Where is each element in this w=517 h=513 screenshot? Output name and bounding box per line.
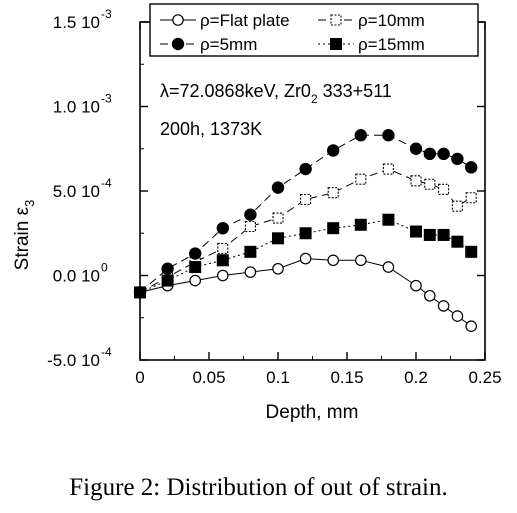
data-point [272, 262, 284, 275]
x-tick-label: 0.15 [330, 368, 363, 387]
data-point [451, 235, 464, 248]
legend: ρ=Flat plate ρ=10mm ρ=5mm ρ=15mm [149, 3, 479, 57]
data-point [409, 142, 423, 155]
legend-label: ρ=5mm [200, 35, 257, 54]
data-point [438, 183, 450, 195]
data-point [327, 144, 340, 157]
x-tick-label: 0.25 [468, 368, 501, 387]
data-point [451, 152, 464, 166]
data-point [134, 286, 146, 299]
y-tick-exponent: -4 [101, 345, 112, 359]
series-open-circle [134, 252, 477, 332]
legend-marker [171, 37, 185, 51]
y-tick-label: 1.5 10 [53, 13, 100, 32]
data-point [437, 300, 450, 312]
x-tick-label: 0.2 [404, 368, 428, 387]
data-point [327, 254, 339, 267]
data-point [423, 228, 436, 241]
y-tick-exponent: -3 [101, 7, 112, 21]
data-point [465, 192, 477, 204]
data-point [354, 129, 367, 142]
data-point [465, 161, 478, 174]
data-point [437, 147, 450, 161]
data-point [451, 200, 463, 212]
x-tick-label: 0.1 [266, 368, 290, 387]
data-point [217, 242, 229, 255]
data-point [244, 220, 256, 233]
data-point [272, 232, 284, 245]
y-tick-exponent: -3 [101, 92, 112, 106]
data-point [299, 162, 312, 176]
legend-entry: ρ=15mm [318, 35, 425, 54]
legend-entry: ρ=5mm [160, 35, 257, 54]
data-point [216, 254, 229, 267]
annotation-line2: 200h, 1373K [160, 119, 262, 139]
data-point [161, 262, 174, 275]
y-axis-label: Strain ε3 [12, 200, 37, 271]
data-point [244, 266, 257, 278]
data-point [465, 245, 478, 258]
series-filled-circle [133, 129, 478, 299]
data-point [327, 187, 339, 199]
strain-chart: 0 0.05 0.1 0.15 0.2 0.251.5 10 -31.0 10 -35.0 1… [12, 3, 502, 423]
data-point [382, 163, 394, 175]
data-point [300, 193, 312, 205]
y-tick-label: 5.0 10 [53, 182, 100, 201]
y-tick-label: -5.0 10 [47, 351, 100, 370]
data-point [410, 279, 422, 292]
y-tick-label: 0.0 10 [53, 267, 100, 286]
data-point [437, 228, 450, 241]
data-point [423, 289, 436, 302]
legend-marker [330, 14, 342, 26]
data-point [424, 178, 436, 190]
data-point [354, 254, 367, 267]
data-point [299, 227, 312, 240]
y-tick-exponent: -4 [101, 176, 112, 190]
data-point [299, 252, 312, 265]
legend-label: ρ=10mm [358, 11, 425, 30]
data-point [410, 175, 422, 187]
legend-marker [330, 38, 342, 50]
data-point [244, 245, 257, 258]
data-point [382, 261, 395, 273]
series-filled-square [134, 213, 478, 299]
data-point [161, 274, 174, 287]
y-tick-exponent: 0 [101, 261, 108, 275]
data-point [271, 181, 285, 194]
x-tick-label: 0.05 [192, 368, 225, 387]
legend-marker [172, 14, 184, 26]
data-point [272, 212, 284, 224]
data-point [189, 274, 201, 287]
data-point [410, 225, 422, 238]
data-point [423, 147, 436, 161]
plot-frame [139, 21, 486, 361]
data-point [354, 218, 367, 231]
figure-caption: Figure 2: Distribution of out of strain. [69, 474, 448, 501]
legend-entry: ρ=Flat plate [160, 11, 290, 30]
legend-label: ρ=Flat plate [200, 11, 290, 30]
x-tick-label: 0 [135, 368, 144, 387]
y-tick-label: 1.0 10 [53, 98, 100, 117]
annotation-line1: λ=72.0868keV, Zr02 333+511 [160, 81, 392, 106]
data-point [217, 269, 229, 282]
data-point [216, 221, 230, 235]
data-point [382, 213, 395, 226]
data-point [451, 310, 464, 322]
data-point [465, 320, 477, 332]
data-point [244, 208, 257, 221]
x-axis-label: Depth, mm [266, 402, 359, 423]
series-line [139, 219, 472, 293]
data-point [327, 222, 340, 235]
data-point [355, 173, 367, 185]
legend-box [149, 3, 479, 57]
legend-label: ρ=15mm [358, 35, 425, 54]
data-point [189, 247, 202, 260]
data-point [382, 129, 395, 142]
data-point [189, 261, 202, 274]
legend-entry: ρ=10mm [318, 11, 425, 30]
